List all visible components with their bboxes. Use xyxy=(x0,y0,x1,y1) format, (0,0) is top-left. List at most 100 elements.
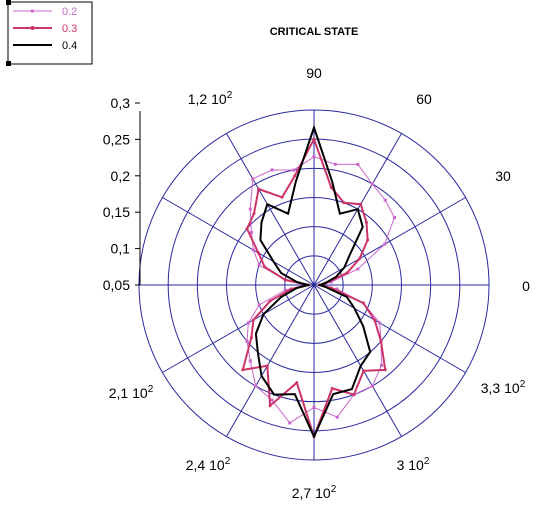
data-point xyxy=(268,404,272,408)
data-point xyxy=(283,278,287,282)
data-point xyxy=(257,303,261,307)
angle-tick-label: 90 xyxy=(306,65,322,81)
data-point xyxy=(383,242,387,246)
data-point xyxy=(312,137,316,141)
radial-tick-label: 0,1 xyxy=(111,241,131,257)
data-point xyxy=(379,339,383,343)
grid-spoke xyxy=(226,284,315,437)
data-point xyxy=(288,421,292,425)
data-point xyxy=(257,263,261,267)
data-point xyxy=(357,257,361,261)
data-point xyxy=(265,364,269,368)
grid-spoke xyxy=(226,133,315,286)
data-point xyxy=(283,288,287,292)
angle-tick-exponent: 2 xyxy=(520,379,526,390)
grid-spoke xyxy=(313,284,402,437)
data-point xyxy=(252,212,256,216)
radial-tick-label: 0,2 xyxy=(111,168,131,184)
data-point xyxy=(263,265,267,269)
data-point xyxy=(352,393,356,397)
angle-tick-label: 30 xyxy=(495,168,511,184)
data-point xyxy=(356,162,360,166)
data-point xyxy=(345,271,349,275)
data-point xyxy=(256,251,260,255)
grid-spoke xyxy=(162,284,315,373)
data-point xyxy=(361,301,365,305)
data-point xyxy=(312,406,316,409)
legend-marker xyxy=(30,26,35,30)
series-line-0.4 xyxy=(254,124,372,440)
data-point xyxy=(329,185,333,189)
data-point xyxy=(356,267,360,271)
legend-box xyxy=(7,1,93,65)
data-point xyxy=(383,198,387,202)
data-point xyxy=(293,174,297,178)
radial-tick-label: 0,3 xyxy=(111,95,131,111)
angle-tick-labels: 0 30 60 90 1,2 102 2,1 102 2,4 102 2,7 102 3 102… xyxy=(109,65,530,501)
data-point xyxy=(329,280,333,284)
data-point xyxy=(251,177,255,181)
data-point xyxy=(362,369,366,373)
data-point xyxy=(364,220,368,224)
radial-tick-label: 0,15 xyxy=(103,204,130,220)
data-point xyxy=(241,368,245,372)
data-point xyxy=(248,359,252,363)
data-point xyxy=(245,227,249,231)
data-point xyxy=(333,162,337,166)
angle-tick-exponent: 2 xyxy=(225,456,231,467)
data-point xyxy=(246,321,250,325)
data-point xyxy=(330,386,334,390)
data-point xyxy=(292,168,296,172)
angle-tick-exponent: 2 xyxy=(331,484,337,495)
angle-tick-label: 3,3 102 xyxy=(481,379,526,396)
data-point xyxy=(245,339,249,343)
angle-tick-label: 1,2 102 xyxy=(188,90,233,107)
angle-tick-exponent: 2 xyxy=(424,456,430,467)
legend-label: 0.2 xyxy=(62,6,77,18)
angle-tick-label: 2,7 102 xyxy=(292,484,337,501)
grid-spoke xyxy=(313,197,466,286)
angle-tick-exponent: 2 xyxy=(227,90,233,101)
angle-tick-label: 2,1 102 xyxy=(109,384,154,401)
data-point xyxy=(359,202,363,206)
data-point xyxy=(370,384,374,388)
data-point xyxy=(373,318,377,322)
data-point xyxy=(251,318,255,322)
data-point xyxy=(257,187,261,191)
data-point xyxy=(392,216,396,220)
legend-handle xyxy=(6,0,11,5)
data-point xyxy=(379,363,383,367)
grid-spoke xyxy=(162,197,315,286)
radial-tick-label: 0,25 xyxy=(103,131,130,147)
data-point xyxy=(280,195,284,199)
angle-tick-label: 3 102 xyxy=(397,456,430,473)
data-point xyxy=(249,231,253,235)
data-point xyxy=(268,299,272,303)
data-point xyxy=(335,415,339,419)
angle-tick-label: 2,4 102 xyxy=(186,456,231,473)
legend-marker xyxy=(31,9,34,13)
data-point xyxy=(370,182,374,186)
data-point xyxy=(366,238,370,242)
angle-tick-label: 60 xyxy=(416,91,432,107)
data-point xyxy=(335,287,339,291)
angle-tick-label: 0 xyxy=(522,278,530,294)
legend: 0.2 0.3 0.4 xyxy=(6,0,93,66)
angle-tick-exponent: 2 xyxy=(148,384,154,395)
legend-label: 0.4 xyxy=(62,40,77,52)
data-point xyxy=(383,368,387,372)
data-point xyxy=(248,207,252,211)
data-point xyxy=(342,201,346,205)
data-point xyxy=(254,384,258,388)
legend-handle xyxy=(6,61,11,66)
radial-tick-label: 0,05 xyxy=(103,277,130,293)
radial-axis: 0,05 0,1 0,15 0,2 0,25 0,3 xyxy=(103,95,141,293)
grid-spoke xyxy=(313,284,466,373)
data-point xyxy=(295,381,299,385)
data-point xyxy=(378,321,382,325)
data-point xyxy=(251,248,255,252)
legend-label: 0.3 xyxy=(62,23,77,35)
chart-title: CRITICAL STATE xyxy=(270,26,359,38)
data-point xyxy=(249,335,253,339)
